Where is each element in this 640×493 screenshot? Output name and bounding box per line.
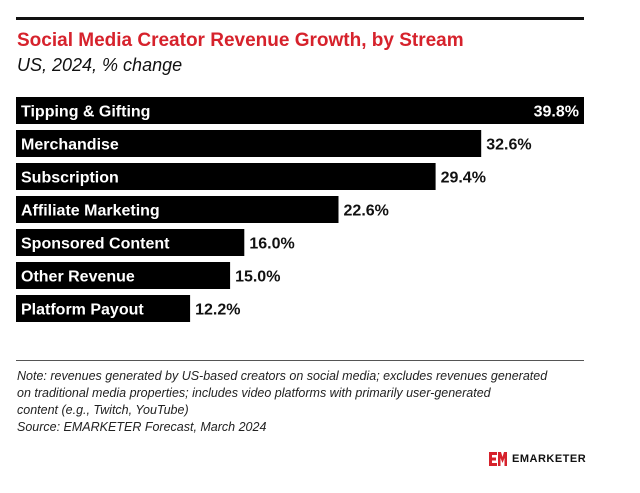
logo-text: EMARKETER xyxy=(512,453,587,465)
note-line: content (e.g., Twitch, YouTube) xyxy=(17,403,189,417)
bar-category-label: Sponsored Content xyxy=(21,236,170,253)
bar xyxy=(16,163,436,190)
footer-rule xyxy=(16,360,584,361)
bar-value-label: 22.6% xyxy=(344,203,389,220)
chart-title: Social Media Creator Revenue Growth, by … xyxy=(17,30,464,51)
bar-category-label: Subscription xyxy=(21,170,119,187)
em-logo-icon xyxy=(489,452,507,466)
bar-value-label: 16.0% xyxy=(249,236,294,253)
chart-subtitle: US, 2024, % change xyxy=(17,55,183,75)
bar-category-label: Affiliate Marketing xyxy=(21,203,160,220)
footnote: Note: revenues generated by US-based cre… xyxy=(17,368,592,436)
bar xyxy=(16,97,584,124)
bar-value-label: 32.6% xyxy=(486,137,531,154)
bar-category-label: Tipping & Gifting xyxy=(21,104,150,121)
bar-category-label: Merchandise xyxy=(21,137,119,154)
note-line: Note: revenues generated by US-based cre… xyxy=(17,369,548,383)
bar-category-label: Other Revenue xyxy=(21,269,135,286)
bar-value-label: 29.4% xyxy=(441,170,486,187)
bar-value-label: 15.0% xyxy=(235,269,280,286)
bar-category-label: Platform Payout xyxy=(21,302,144,319)
bar xyxy=(16,229,245,256)
bar-chart: Tipping & Gifting 39.8% Merchandise 32.6% Su… xyxy=(16,97,584,322)
bar-value-label: 39.8% xyxy=(534,104,579,121)
bar xyxy=(16,196,339,223)
bar-value-label: 12.2% xyxy=(195,302,240,319)
source-line: Source: EMARKETER Forecast, March 2024 xyxy=(17,420,267,434)
bar xyxy=(16,130,482,157)
emarketer-logo: EMARKETER xyxy=(489,449,586,469)
note-line: on traditional media properties; include… xyxy=(17,386,491,400)
bar xyxy=(16,262,231,289)
top-rule xyxy=(16,17,584,20)
bar xyxy=(16,295,191,322)
